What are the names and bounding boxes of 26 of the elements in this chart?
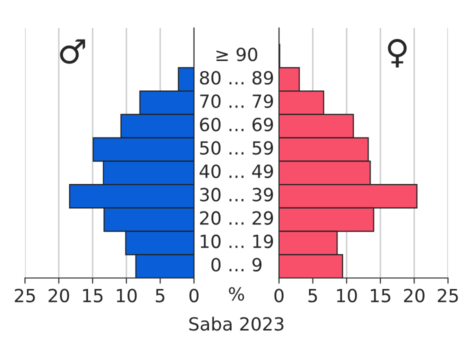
x-tick-label: 10	[337, 288, 357, 302]
x-tick-label: 15	[83, 288, 103, 302]
x-tick-label: 15	[370, 288, 390, 302]
y-tick-label: 20 … 29	[200, 211, 273, 225]
x-tick-label: 0	[189, 288, 199, 302]
series-label: ♂	[60, 39, 86, 64]
text: %	[228, 287, 244, 301]
x-tick-label: 0	[274, 288, 284, 302]
y-tick-label: 50 … 59	[200, 141, 273, 155]
x-tick-label: 10	[116, 288, 137, 302]
y-tick-label: 70 … 79	[200, 94, 273, 108]
x-tick-label: 25	[438, 288, 458, 302]
y-tick-label: 80 … 89	[200, 70, 273, 85]
y-tick-label: 40 … 49	[200, 164, 273, 178]
y-tick-label: 10 … 19	[200, 234, 273, 248]
text: Saba 2023	[189, 316, 284, 331]
y-tick-label: 60 … 69	[200, 118, 273, 132]
x-tick-label: 5	[156, 288, 164, 302]
y-tick-label: 30 … 39	[200, 188, 273, 202]
x-tick-label: 20	[48, 288, 70, 302]
x-tick-label: 25	[14, 288, 35, 302]
x-tick-label: 20	[404, 288, 424, 302]
y-tick-label: 0 … 9	[211, 258, 262, 272]
x-tick-label: 5	[308, 288, 317, 302]
y-tick-label: ≥ 90	[216, 48, 258, 62]
series-label: ♀	[388, 38, 407, 68]
